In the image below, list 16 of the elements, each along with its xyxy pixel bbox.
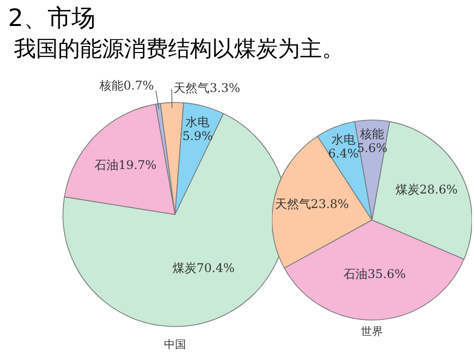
- slice-label: 天然气3.3%: [174, 81, 240, 96]
- slice-label: 煤炭70.4%: [172, 261, 235, 276]
- slice-label: 石油19.7%: [94, 158, 157, 172]
- slice-label: 核能0.7%: [98, 78, 154, 93]
- slice-label: 煤炭28.6%: [395, 182, 458, 197]
- slice-label: 石油35.6%: [344, 267, 406, 282]
- data-label: 5.9%: [182, 129, 213, 144]
- slice-label: 水电: [331, 132, 356, 147]
- slice-label: 核能: [359, 127, 384, 142]
- text: 中国: [163, 337, 187, 352]
- slice-label: 天然气23.8%: [274, 197, 349, 211]
- text: 世界: [360, 324, 384, 339]
- data-label: 6.4%: [328, 146, 359, 161]
- chart-subtitle: 我国的能源消费结构以煤炭为主。: [14, 36, 344, 64]
- chart-title: 2、市场: [8, 3, 96, 34]
- slice-label: 水电: [186, 115, 210, 130]
